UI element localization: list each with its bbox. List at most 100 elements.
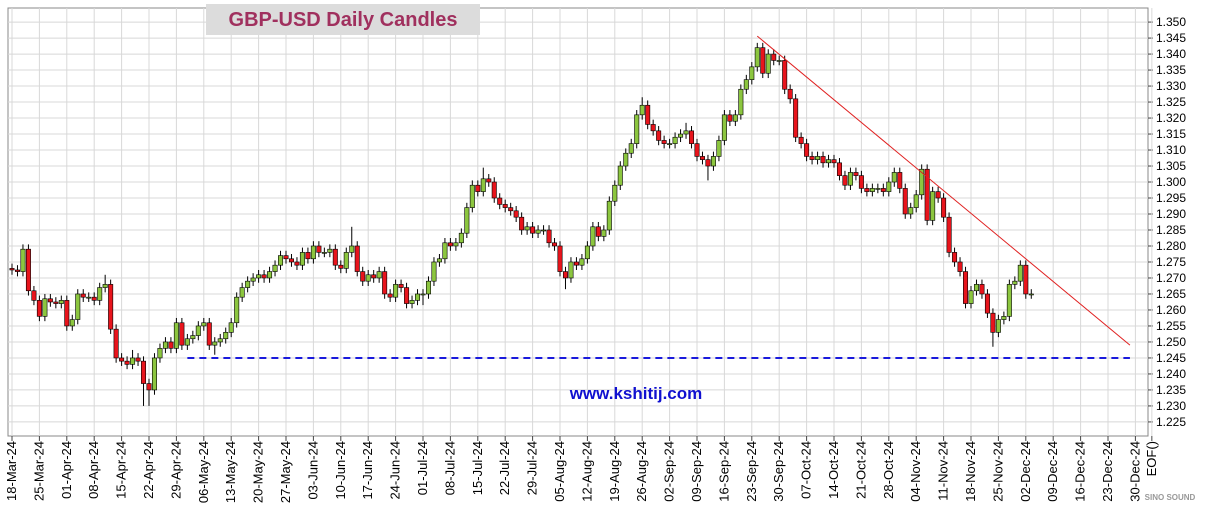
- x-tick-label: 22-Jul-24: [497, 441, 512, 495]
- x-tick-label: 26-Aug-24: [634, 441, 649, 502]
- candle-body: [245, 280, 251, 288]
- candle-body: [338, 264, 344, 269]
- candle-body: [184, 338, 190, 346]
- candle-body: [869, 188, 875, 192]
- y-tick-label: 1.260: [1156, 303, 1186, 317]
- candle-body: [815, 156, 821, 160]
- x-tick-label: 02-Dec-24: [1018, 441, 1033, 502]
- candle-body: [371, 274, 377, 279]
- x-tick-label: 21-Oct-24: [853, 441, 868, 499]
- candle-body: [1023, 264, 1029, 295]
- candle-body: [179, 322, 185, 346]
- candle-body: [9, 268, 15, 271]
- x-tick-label: 06-May-24: [196, 441, 211, 503]
- candle-body: [546, 229, 552, 244]
- x-tick-label: 09-Dec-24: [1045, 441, 1060, 502]
- candle-body: [151, 357, 157, 391]
- candle-body: [217, 338, 223, 343]
- x-tick-label: 30-Dec-24: [1127, 441, 1142, 502]
- candle-body: [20, 248, 26, 272]
- candle-body: [853, 172, 859, 176]
- candle-body: [305, 252, 311, 260]
- candle-body: [31, 290, 37, 301]
- candle-body: [173, 322, 179, 349]
- candle-body: [562, 271, 568, 279]
- candle-body: [135, 357, 141, 362]
- candle-body: [831, 159, 837, 164]
- candle-body: [14, 269, 20, 272]
- candle-body: [891, 172, 897, 183]
- candle-body: [595, 226, 601, 237]
- candle-body: [256, 274, 262, 279]
- plot-frame: [7, 7, 1149, 437]
- candle-body: [234, 296, 240, 324]
- candle-body: [91, 296, 97, 301]
- x-tick-label: 15-Jul-24: [470, 441, 485, 495]
- candle-body: [683, 130, 689, 135]
- candle-body: [398, 284, 404, 288]
- candle-body: [902, 188, 908, 215]
- candle-body: [886, 181, 892, 192]
- candle-body: [261, 274, 267, 279]
- candle-body: [568, 261, 574, 279]
- candle-body: [935, 191, 941, 199]
- candle-body: [349, 245, 355, 253]
- x-tick-label: 05-Aug-24: [552, 441, 567, 502]
- candle-body: [541, 229, 547, 232]
- watermark: SINO SOUND: [1145, 493, 1196, 502]
- x-tick-label: 09-Sep-24: [689, 441, 704, 502]
- candle-body: [420, 293, 426, 296]
- y-tick-label: 1.325: [1156, 95, 1186, 109]
- candle-body: [97, 287, 103, 301]
- x-tick-label: 28-Oct-24: [881, 441, 896, 499]
- candle-body: [530, 226, 536, 234]
- candle-body: [552, 242, 558, 247]
- candle-body: [579, 258, 585, 266]
- candle-body: [678, 133, 684, 138]
- candle-body: [42, 298, 48, 317]
- candle-body: [124, 360, 130, 365]
- candle-body: [634, 114, 640, 144]
- x-tick-label: 24-Jun-24: [388, 441, 403, 500]
- candle-body: [1001, 316, 1007, 320]
- x-tick-label: 18-Mar-24: [4, 441, 19, 501]
- x-tick-label: 29-Apr-24: [168, 441, 183, 499]
- candle-body: [206, 322, 212, 346]
- candle-body: [119, 357, 125, 362]
- candle-body: [25, 248, 31, 292]
- x-tick-label: 25-Nov-24: [990, 441, 1005, 502]
- x-tick-label: 19-Aug-24: [607, 441, 622, 502]
- y-tick-label: 1.310: [1156, 143, 1186, 157]
- y-tick-label: 1.290: [1156, 207, 1186, 221]
- candle-body: [513, 210, 519, 218]
- candle-body: [47, 298, 53, 303]
- candle-body: [930, 191, 936, 221]
- candle-body: [694, 143, 700, 157]
- candle-body: [908, 207, 914, 215]
- x-tick-label: 27-May-24: [278, 441, 293, 503]
- candle-body: [382, 271, 388, 295]
- candle-body: [793, 98, 799, 138]
- candle-body: [288, 258, 294, 263]
- candle-body: [278, 255, 284, 266]
- candle-body: [141, 360, 147, 384]
- candle-body: [776, 60, 782, 62]
- candle-body: [973, 284, 979, 292]
- candle-body: [36, 300, 42, 317]
- candle-body: [157, 348, 163, 359]
- candle-body: [69, 319, 75, 327]
- y-tick-label: 1.240: [1156, 367, 1186, 381]
- candle-body: [858, 175, 864, 189]
- candle-body: [519, 216, 525, 231]
- candle-body: [332, 248, 338, 266]
- candle-body: [146, 383, 152, 391]
- candle-body: [64, 300, 70, 327]
- candle-body: [990, 312, 996, 333]
- candle-body: [321, 252, 327, 254]
- candle-body: [897, 172, 903, 189]
- x-tick-label: 01-Jul-24: [415, 441, 430, 495]
- candle-body: [689, 130, 695, 144]
- candle-body: [469, 184, 475, 208]
- candle-body: [606, 200, 612, 231]
- x-tick-label: 23-Sep-24: [744, 441, 759, 502]
